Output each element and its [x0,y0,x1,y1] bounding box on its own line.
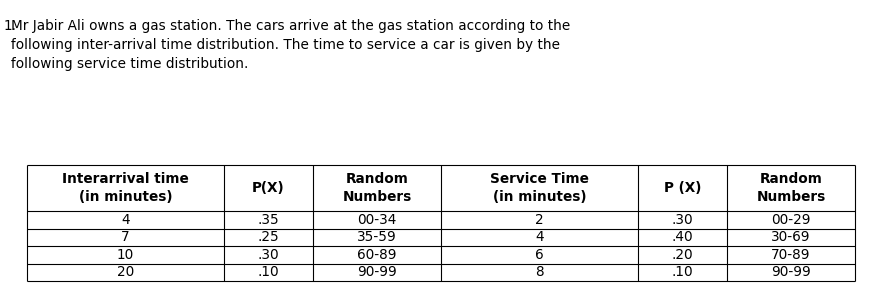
Text: Mr Jabir Ali owns a gas station. The cars arrive at the gas station according to: Mr Jabir Ali owns a gas station. The car… [11,19,571,71]
Text: P (X): P (X) [664,181,701,195]
Text: .10: .10 [672,265,693,279]
Text: 10: 10 [117,248,134,262]
Text: Interarrival time
(in minutes): Interarrival time (in minutes) [63,172,189,204]
Text: Random
Numbers: Random Numbers [342,172,412,204]
Text: 1.: 1. [4,19,17,33]
Text: 35-59: 35-59 [357,230,397,244]
Text: .30: .30 [672,213,693,227]
Text: 90-99: 90-99 [771,265,811,279]
Text: .40: .40 [672,230,693,244]
Text: 7: 7 [121,230,130,244]
Text: .25: .25 [258,230,280,244]
Text: .20: .20 [672,248,693,262]
Text: 90-99: 90-99 [357,265,397,279]
Text: 2: 2 [535,213,544,227]
Text: Service Time
(in minutes): Service Time (in minutes) [490,172,589,204]
Text: P(X): P(X) [252,181,285,195]
Text: 70-89: 70-89 [771,248,811,262]
Text: Random
Numbers: Random Numbers [756,172,826,204]
Text: .30: .30 [258,248,280,262]
Text: 4: 4 [121,213,130,227]
Text: 00-29: 00-29 [771,213,811,227]
Text: 00-34: 00-34 [357,213,397,227]
Text: .10: .10 [258,265,280,279]
Text: 60-89: 60-89 [357,248,397,262]
Text: 4: 4 [535,230,544,244]
Text: 6: 6 [535,248,544,262]
Text: 20: 20 [117,265,134,279]
Text: 8: 8 [535,265,544,279]
Text: .35: .35 [258,213,280,227]
Text: 30-69: 30-69 [771,230,811,244]
